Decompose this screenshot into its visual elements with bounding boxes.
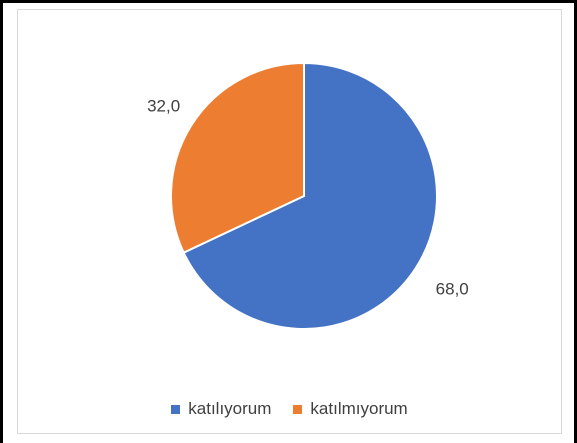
- legend-label-katilmiyorum: katılmıyorum: [310, 399, 408, 418]
- chart-area: 68,0 32,0 katılıyorum katılmıyorum: [17, 9, 562, 434]
- pie-slice-katilmiyorum: [170, 61, 305, 254]
- legend-swatch-katiliyorum: [171, 404, 181, 414]
- pie-slice-katiliyorum: [182, 61, 438, 330]
- legend-item-katiliyorum: katılıyorum: [171, 399, 271, 419]
- data-label-katilmiyorum: 32,0: [147, 96, 180, 115]
- data-label-katiliyorum: 68,0: [436, 280, 469, 299]
- legend: katılıyorum katılmıyorum: [18, 399, 561, 419]
- pie-chart: 68,0 32,0: [147, 61, 469, 330]
- legend-label-katiliyorum: katılıyorum: [188, 399, 272, 418]
- legend-swatch-katilmiyorum: [293, 404, 303, 414]
- legend-item-katilmiyorum: katılmıyorum: [293, 399, 408, 419]
